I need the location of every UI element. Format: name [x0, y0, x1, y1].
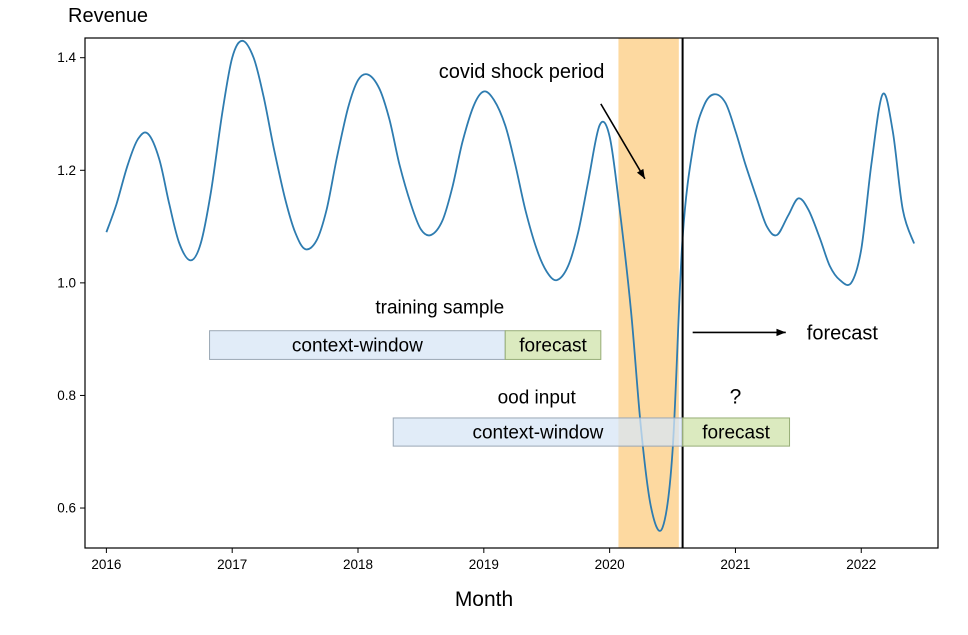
training-sample-forecast-label: forecast — [519, 336, 587, 357]
y-tick-label: 1.4 — [57, 50, 76, 65]
training-sample-row-label: training sample — [375, 298, 504, 319]
plot-border — [84, 37, 939, 549]
covid-shock-band — [618, 38, 679, 548]
training-sample-context-window-label: context-window — [292, 336, 423, 357]
x-axis-title: Month — [454, 588, 514, 611]
ood-input-context-window-label: context-window — [472, 423, 603, 444]
training-sample-context-window-box — [209, 330, 506, 360]
x-tick-label: 2022 — [846, 557, 876, 572]
covid-shock-label: covid shock period — [439, 61, 605, 83]
y-axis-title: Revenue — [68, 5, 149, 27]
x-tick-label: 2020 — [595, 557, 625, 572]
x-tick-label: 2021 — [720, 557, 750, 572]
training-sample-forecast-box — [504, 330, 602, 360]
ood-question-mark: ? — [730, 386, 742, 409]
y-tick-label: 1.0 — [57, 275, 76, 290]
x-tick-label: 2016 — [91, 557, 121, 572]
ood-input-row-label: ood input — [498, 388, 577, 409]
covid-arrow-shaft — [600, 103, 646, 180]
forecast-arrow-head — [776, 328, 786, 337]
ood-input-forecast-label: forecast — [702, 423, 770, 444]
revenue-line — [105, 39, 915, 532]
ood-input-forecast-box — [682, 417, 791, 447]
y-tick-label: 0.8 — [57, 388, 76, 403]
covid-arrow-head — [636, 168, 645, 179]
x-tick-label: 2018 — [343, 557, 373, 572]
ood-input-context-window-box — [392, 417, 684, 447]
forecast-arrow-label: forecast — [807, 322, 879, 344]
y-tick-label: 0.6 — [57, 501, 76, 516]
x-tick-label: 2019 — [469, 557, 499, 572]
x-tick-label: 2017 — [217, 557, 247, 572]
y-tick-label: 1.2 — [57, 163, 76, 178]
